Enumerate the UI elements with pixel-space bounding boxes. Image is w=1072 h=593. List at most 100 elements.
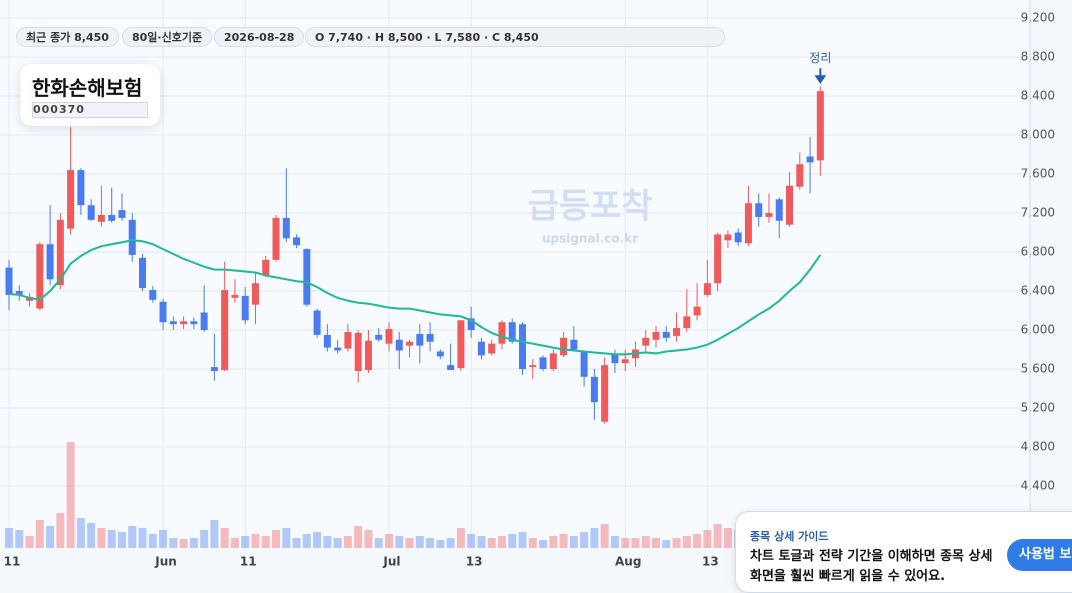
y-tick-label: 6,000 — [1021, 323, 1055, 337]
candle-body — [67, 170, 75, 229]
candle-body — [714, 234, 722, 284]
candle-body — [426, 333, 434, 342]
candle-body — [56, 219, 64, 286]
volume-bar — [477, 536, 486, 548]
candle-body — [590, 376, 598, 403]
candle-body — [683, 316, 691, 329]
volume-bar — [652, 538, 661, 548]
volume-bar — [354, 526, 363, 548]
candle-body — [457, 320, 465, 369]
watermark-url: upsignal.co.kr — [542, 232, 638, 246]
y-tick-label: 8,400 — [1021, 89, 1055, 103]
volume-bar — [169, 538, 178, 548]
volume-bar — [374, 538, 383, 548]
volume-bar — [272, 530, 281, 548]
x-tick-label: 11 — [240, 555, 257, 569]
candle-body — [673, 328, 681, 336]
candle-body — [282, 217, 290, 239]
candle-body — [385, 329, 393, 344]
y-tick-label: 4,400 — [1021, 479, 1055, 493]
candle-body — [539, 357, 547, 370]
volume-bar — [487, 538, 496, 548]
volume-bar — [292, 538, 301, 548]
volume-bar — [672, 538, 681, 548]
volume-bar — [713, 524, 722, 548]
pill: 80일·신호기준 — [122, 27, 213, 47]
volume-bar — [610, 536, 619, 548]
candle-body — [272, 217, 280, 260]
volume-bar — [723, 528, 732, 548]
volume-bar — [456, 528, 465, 548]
stock-name: 한화손해보험 — [32, 76, 143, 100]
volume-bar — [189, 538, 198, 548]
candle-body — [323, 334, 331, 348]
y-tick-label: 5,600 — [1021, 362, 1055, 376]
candle-body — [498, 322, 506, 344]
volume-bar — [35, 520, 44, 548]
volume-bar — [302, 534, 311, 548]
candle-body — [477, 341, 485, 356]
candle-body — [560, 337, 568, 356]
candle-body — [46, 244, 54, 280]
candle-body — [15, 291, 23, 295]
candle-body — [467, 318, 475, 331]
volume-bar — [641, 536, 650, 548]
plot-bg — [0, 0, 1030, 548]
candle-body — [159, 301, 167, 323]
candle-body — [334, 347, 342, 351]
pill: 2026-08-28 — [214, 27, 305, 47]
candle-body — [251, 283, 259, 305]
candle-body — [200, 312, 208, 331]
candle-body — [734, 232, 742, 243]
volume-bar — [128, 526, 137, 548]
pill: 최근 종가 8,450 — [16, 27, 119, 47]
volume-bar — [693, 534, 702, 548]
candle-body — [416, 333, 424, 346]
candle-body — [765, 213, 773, 217]
volume-bar — [56, 513, 65, 548]
candle-body — [796, 164, 804, 187]
candle-body — [293, 237, 301, 246]
pill: O 7,740 · H 8,500 · L 7,580 · C 8,450 — [305, 27, 725, 47]
volume-bar — [343, 536, 352, 548]
volume-bar — [446, 538, 455, 548]
volume-bar — [364, 530, 373, 548]
candle-body — [139, 257, 147, 289]
candle-body — [190, 321, 198, 325]
y-tick-label: 7,200 — [1021, 206, 1055, 220]
volume-bar — [230, 538, 239, 548]
candle-body — [354, 332, 362, 371]
volume-bar — [415, 536, 424, 548]
volume-bar — [138, 528, 147, 548]
candle-body — [36, 244, 44, 309]
candle-body — [816, 91, 824, 161]
candle-body — [364, 340, 372, 371]
volume-bar — [261, 536, 270, 548]
volume-bar — [682, 536, 691, 548]
candle-body — [375, 334, 383, 340]
candle-body — [436, 351, 444, 357]
candle-body — [580, 351, 588, 377]
candle-body — [169, 321, 177, 325]
candle-body — [549, 353, 557, 370]
guide-button[interactable]: 사용법 보기 — [1007, 539, 1072, 571]
volume-bar — [703, 530, 712, 548]
volume-bar — [179, 539, 188, 548]
volume-bar — [436, 540, 445, 548]
volume-bar — [600, 524, 609, 548]
candle-body — [262, 259, 270, 276]
volume-bar — [508, 534, 517, 548]
x-tick-label: Jun — [154, 555, 177, 569]
candle-body — [703, 283, 711, 295]
candle-body — [97, 214, 105, 222]
candle-body — [447, 365, 455, 371]
candle-body — [313, 310, 321, 335]
stock-code: 000370 — [32, 102, 148, 118]
volume-bar — [15, 530, 24, 548]
volume-bar — [518, 532, 527, 548]
volume-bar — [159, 530, 168, 548]
volume-bar — [384, 534, 393, 548]
annotation-arrow — [814, 68, 827, 85]
candle-body — [529, 365, 537, 368]
x-tick-label: 11 — [4, 555, 21, 569]
